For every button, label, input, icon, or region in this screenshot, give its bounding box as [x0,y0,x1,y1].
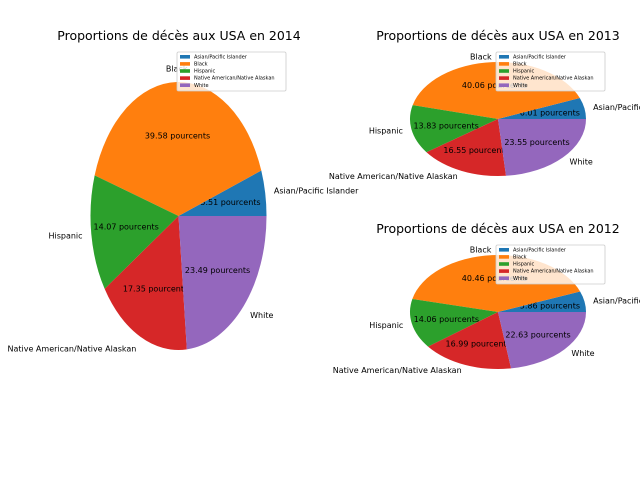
pie-value-label: 16.55 pourcents [443,146,508,155]
pie-value-label: 6.01 pourcents [520,109,580,118]
pie-slice-native-american-native-alaskan [426,119,507,176]
pie-value-label: 14.06 pourcents [414,315,479,324]
pie-slice-hispanic [410,105,498,153]
pie-value-label: 40.06 pourcents [462,81,527,90]
legend-entry: Black [513,255,527,261]
pie-slice-native-american-native-alaskan [104,216,187,350]
legend-swatch [499,83,509,87]
pie-slice-asian-pacific-islander [498,291,586,312]
pie-category-label: Native American/Native Alaskan [7,345,136,354]
chart-legend: Asian/Pacific Islander BlackHispanicNativ… [495,244,606,285]
pie-value-label: 40.46 pourcents [462,274,527,283]
pie-slice-hispanic [410,298,498,347]
pie-value-label: 23.55 pourcents [504,138,569,147]
pie-category-label: Hispanic [369,127,403,136]
pie-category-label: Asian/Pacific Islander [593,297,640,306]
legend-entry: Hispanic [513,262,535,268]
legend-swatch [499,69,509,73]
legend-swatch [499,255,509,259]
legend-swatch [180,76,190,80]
pie-category-label: Hispanic [48,232,82,241]
legend-entry: Native American/Native Alaskan [194,76,275,82]
legend-swatch [499,276,509,280]
pie-category-label: Black [470,245,492,254]
pie-value-label: 17.35 pourcents [123,284,188,293]
legend-entry: White [513,276,528,282]
legend-frame [495,51,606,92]
legend-swatch [180,69,190,73]
legend-swatch [499,76,509,80]
pie-value-label: 14.07 pourcents [94,223,159,232]
chart-legend: Asian/Pacific Islander BlackHispanicNativ… [495,51,606,92]
legend-swatch [180,62,190,66]
legend-entry: Black [513,62,527,68]
pie-category-label: Native American/Native Alaskan [333,366,462,375]
legend-entry: Hispanic [513,69,535,75]
pie-slice-hispanic [90,175,179,289]
pie-category-label: White [569,157,592,166]
pie-category-label: Asian/Pacific Islander [274,187,359,196]
legend-swatch [499,262,509,266]
pie-value-label: 5.51 pourcents [200,198,260,207]
legend-entry: Asian/Pacific Islander [194,54,248,60]
pie-slice-white [498,119,586,176]
chart-title: Proportions de décès aux USA en 2013 [376,28,619,43]
legend-entry: White [513,83,528,89]
pie-value-label: 23.49 pourcents [185,266,250,275]
legend-frame [176,51,287,92]
pie-category-label: White [250,311,273,320]
pie-chart-1: 6.01 pourcents Asian/Pacific Islander 40.0… [329,28,640,181]
pie-value-label: 39.58 pourcents [145,132,210,141]
pie-slice-asian-pacific-islander [178,170,267,216]
pie-slice-native-american-native-alaskan [428,312,512,369]
pie-value-label: 13.83 pourcents [413,121,478,130]
legend-entry: Black [194,62,208,68]
legend-swatch [499,55,509,59]
pie-chart-0: 5.51 pourcents Asian/Pacific Islander 39.5… [7,28,359,354]
pie-slice-asian-pacific-islander [498,97,586,119]
legend-entry: Asian/Pacific Islander [513,247,567,253]
legend-entry: Native American/Native Alaskan [513,269,594,275]
legend-swatch [180,83,190,87]
legend-entry: White [194,83,209,89]
legend-swatch [499,269,509,273]
pie-category-label: White [571,349,594,358]
pie-value-label: 22.63 pourcents [505,330,570,339]
pie-category-label: Native American/Native Alaskan [329,172,458,181]
pie-slice-black [94,81,262,216]
pie-value-label: 5.86 pourcents [520,302,580,311]
legend-swatch [499,62,509,66]
pie-category-label: Asian/Pacific Islander [593,103,640,112]
legend-entry: Native American/Native Alaskan [513,76,594,82]
pie-value-label: 16.99 pourcents [446,340,511,349]
legend-swatch [180,55,190,59]
pie-chart-2: 5.86 pourcents Asian/Pacific Islander 40.4… [333,221,640,375]
pie-slice-white [498,312,586,369]
chart-legend: Asian/Pacific Islander BlackHispanicNativ… [176,51,287,92]
legend-entry: Hispanic [194,69,216,75]
chart-title: Proportions de décès aux USA en 2012 [376,221,619,236]
chart-title: Proportions de décès aux USA en 2014 [57,28,300,43]
pie-category-label: Hispanic [369,321,403,330]
legend-entry: Asian/Pacific Islander [513,54,567,60]
pie-slice-white [178,216,267,350]
legend-swatch [499,248,509,252]
legend-frame [495,244,606,285]
pie-category-label: Black [470,52,492,61]
